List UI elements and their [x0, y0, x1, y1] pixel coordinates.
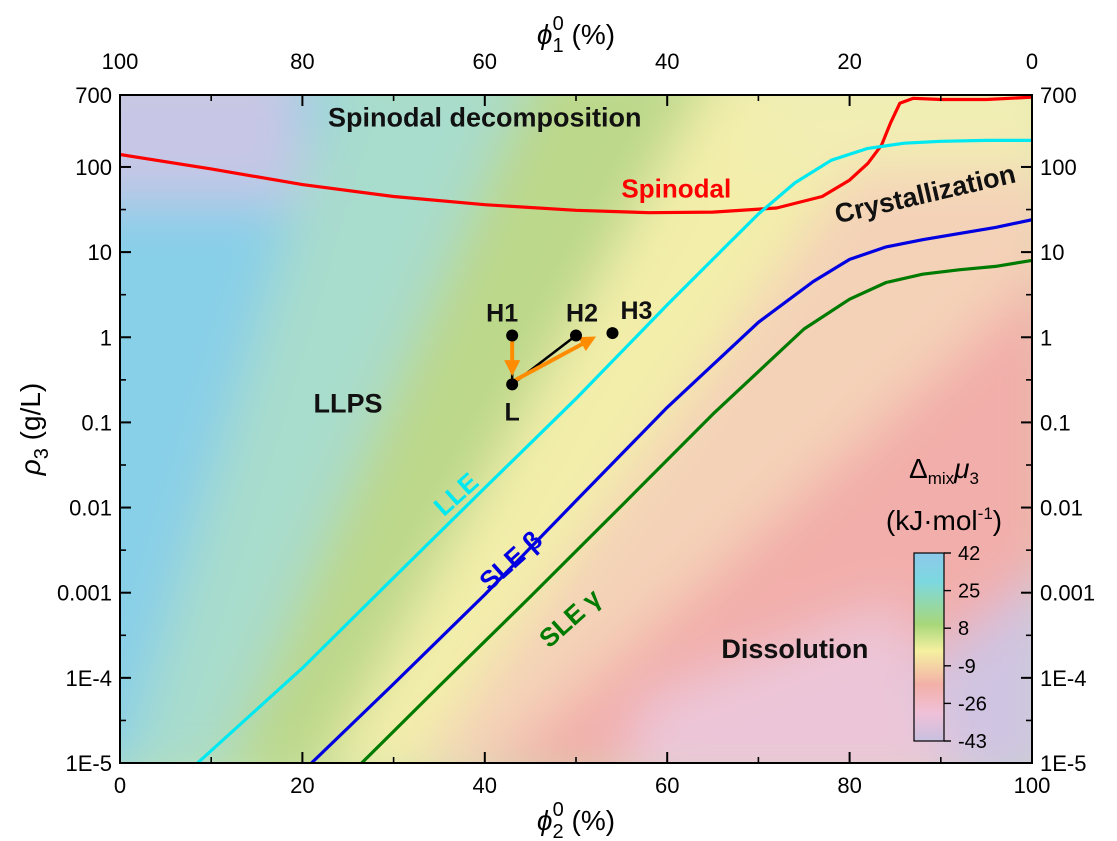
x-tick-label-top-40: 40	[655, 49, 679, 74]
x-axis-title-bottom-unit: (%)	[564, 805, 615, 836]
y-tick-label-right: 10	[1040, 240, 1064, 265]
arrow-head-2	[578, 336, 597, 352]
point-l	[506, 378, 519, 391]
colorbar-ticks: 42 25 8 -9 -26 -43	[944, 543, 987, 753]
y-tick-label-left: 1	[100, 325, 112, 350]
colorbar-unit: (kJ·mol-1)	[886, 504, 1002, 536]
colorbar-title: Δmixμ3	[909, 453, 979, 488]
point-label-h1: H1	[486, 299, 518, 327]
x-axis-title-top-symbol: ϕ	[537, 19, 553, 50]
colorbar-title-sub: mix	[928, 469, 955, 488]
point-h1	[506, 329, 519, 342]
y-tick-label-right: 1E-5	[1040, 751, 1086, 776]
x-axis-title-top-sub: 1	[553, 35, 564, 57]
x-tick-label-top-60: 60	[473, 49, 497, 74]
region-label-dissolution: Dissolution	[721, 634, 868, 664]
point-h3	[606, 327, 619, 340]
colorbar-unit-prefix: (kJ·mol	[886, 505, 978, 536]
curve-spinodal	[120, 95, 1032, 215]
y-tick-label-right: 1E-4	[1040, 666, 1086, 691]
colorbar-fill	[913, 552, 945, 742]
colorbar: 42 25 8 -9 -26 -43	[913, 543, 987, 753]
curve-lle	[196, 138, 1032, 763]
curve-sle	[360, 258, 1032, 763]
colorbar-title-var: μ	[953, 453, 969, 484]
y-tick-label-left: 100	[75, 155, 112, 180]
bg-band-peach	[422, 130, 1032, 763]
x-axis-title-top-unit: (%)	[564, 19, 615, 50]
x-axis-title-top-sup: 0	[553, 13, 564, 35]
colorbar-unit-suffix: )	[993, 505, 1002, 536]
plot-background	[120, 95, 1032, 763]
bg-band-pink	[626, 600, 952, 763]
region-label-llps: LLPS	[313, 389, 382, 419]
y-tick-label-left: 0.001	[57, 581, 112, 606]
x-tick-label-top-0: 0	[1026, 49, 1038, 74]
x-tick-label-bottom-60: 60	[655, 773, 679, 798]
x-axis-title-bottom-symbol: ϕ	[537, 805, 553, 836]
bg-corner-lavender	[120, 95, 300, 200]
y-tick-label-right: 0.1	[1040, 410, 1071, 435]
arrow-shaft-2	[510, 342, 584, 384]
y-tick-label-right: 700	[1040, 83, 1077, 108]
y-axis-title: ρ3 (g/L)	[15, 383, 53, 477]
colorbar-tick-label: -43	[958, 731, 987, 753]
x-tick-label-top-20: 20	[837, 49, 861, 74]
point-label-l: L	[505, 398, 520, 426]
colorbar-title-delta: Δ	[909, 453, 928, 484]
x-tick-label-bottom-0: 0	[114, 773, 126, 798]
y-tick-label-left: 10	[88, 240, 112, 265]
colorbar-tick-label: 25	[958, 581, 980, 603]
curves-layer	[120, 95, 1032, 763]
y-axis-title-symbol: ρ	[15, 459, 46, 476]
colorbar-tick-label: 8	[958, 618, 969, 640]
x-axis-title-bottom-sub: 2	[553, 821, 564, 841]
x-tick-label-top-80: 80	[290, 49, 314, 74]
x-axis-title-top: ϕ10 (%)	[537, 13, 615, 57]
colorbar-title-var-sub: 3	[970, 469, 979, 488]
colorbar-unit-sup: -1	[978, 504, 993, 523]
bg-top-right-yellow	[760, 95, 1032, 170]
arrow-head-1	[504, 360, 521, 377]
colorbar-tick-label: 42	[958, 543, 980, 565]
y-axis-title-sub: 3	[31, 448, 53, 459]
y-tick-label-left: 0.1	[81, 410, 112, 435]
region-label-spinodal-decomposition: Spinodal decomposition	[328, 102, 642, 132]
curve-label-spinodal: Spinodal	[621, 173, 731, 203]
point-h2	[570, 329, 582, 342]
x-tick-label-bottom-100: 100	[1014, 773, 1051, 798]
y-tick-label-right: 0.01	[1040, 496, 1083, 521]
x-tick-label-top-100: 100	[102, 49, 139, 74]
x-tick-label-bottom-40: 40	[473, 773, 497, 798]
marks-layer	[504, 327, 619, 391]
x-tick-label-bottom-80: 80	[837, 773, 861, 798]
curve-sle	[310, 218, 1032, 763]
x-axis-title-bottom: ϕ20 (%)	[537, 799, 615, 841]
colorbar-tick-label: -9	[958, 656, 976, 678]
y-tick-label-left: 700	[75, 83, 112, 108]
y-tick-label-right: 1	[1040, 325, 1052, 350]
y-axis-title-unit: (g/L)	[15, 383, 46, 448]
point-label-h3: H3	[620, 297, 652, 325]
x-axis-title-bottom-sup: 0	[553, 799, 564, 821]
point-label-h2: H2	[566, 299, 598, 327]
y-tick-label-left: 1E-5	[66, 751, 112, 776]
y-tick-label-right: 0.001	[1040, 581, 1095, 606]
bg-band-cyan	[125, 95, 545, 763]
y-tick-label-right: 100	[1040, 155, 1077, 180]
x-tick-label-bottom-20: 20	[290, 773, 314, 798]
y-tick-label-left: 0.01	[69, 496, 112, 521]
bg-band-yellow	[329, 95, 935, 763]
y-tick-label-left: 1E-4	[66, 666, 112, 691]
colorbar-tick-label: -26	[958, 693, 987, 715]
